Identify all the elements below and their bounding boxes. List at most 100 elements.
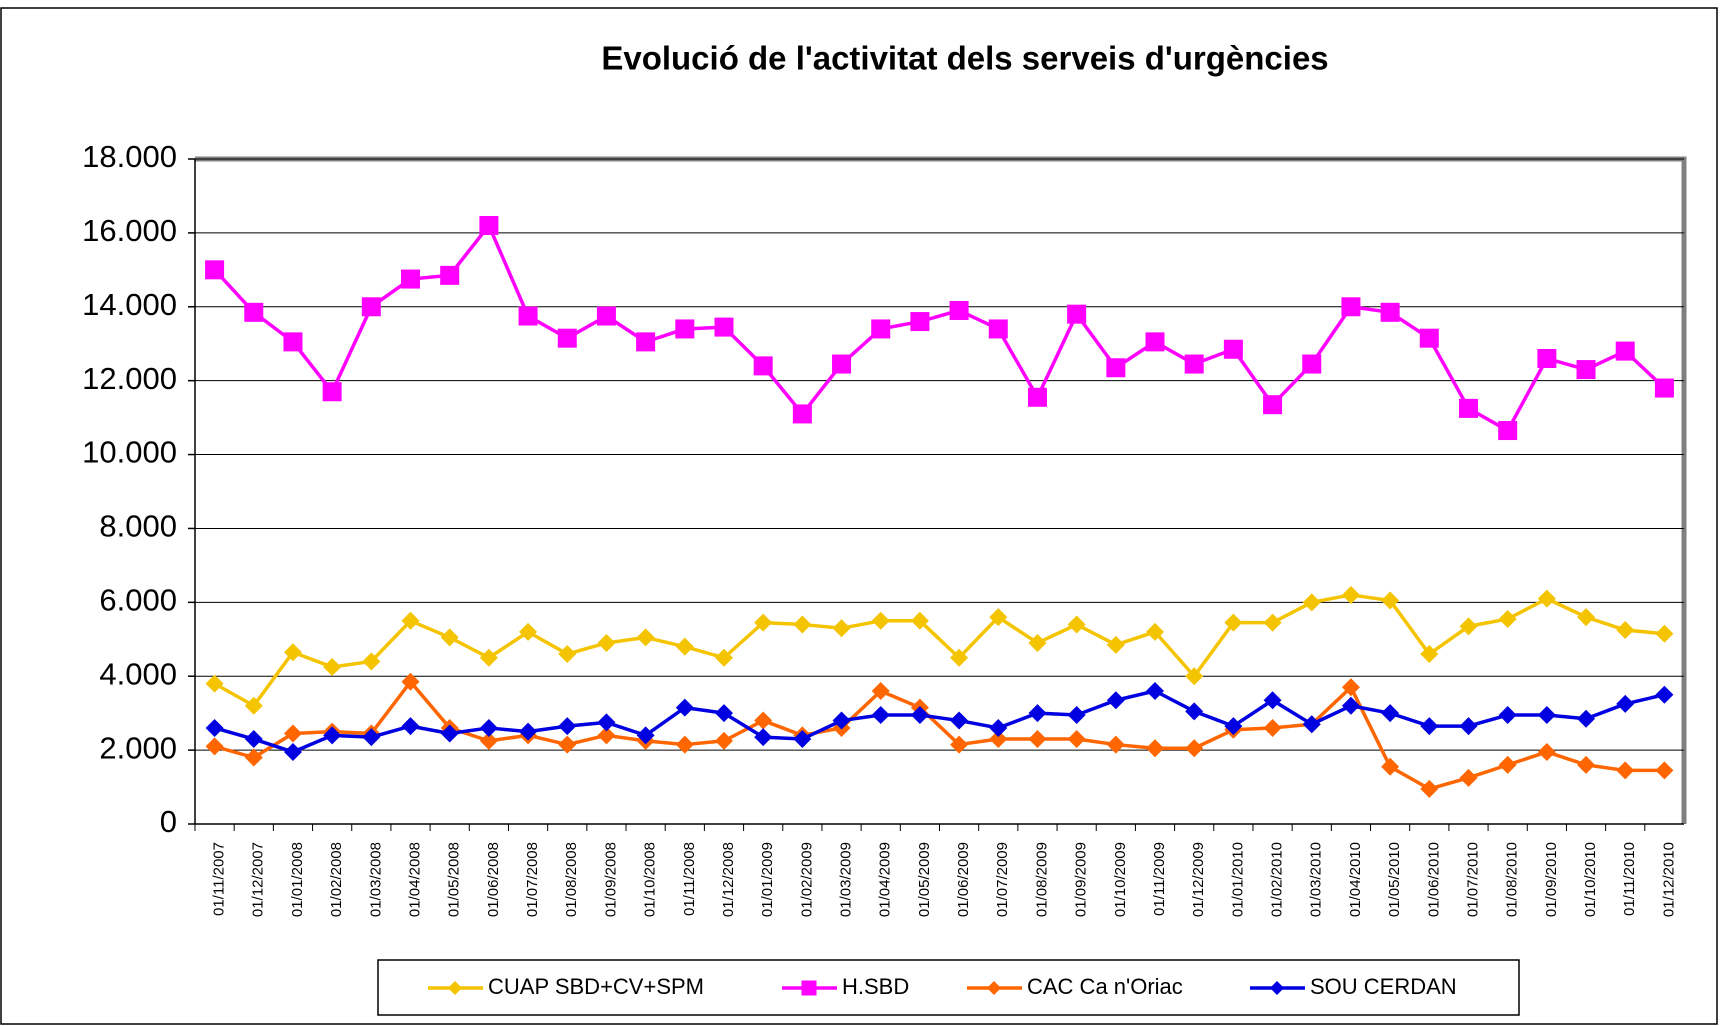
marker (1341, 297, 1361, 317)
marker (518, 306, 538, 326)
marker (401, 717, 420, 736)
marker (479, 216, 499, 235)
marker (557, 328, 577, 348)
y-tick-label: 8.000 (99, 509, 177, 544)
marker (1067, 304, 1087, 324)
x-tick-label: 01/07/2008 (524, 842, 541, 917)
marker (1067, 706, 1086, 725)
x-tick-label: 01/10/2010 (1582, 842, 1599, 917)
marker (871, 706, 890, 725)
marker (558, 717, 577, 736)
marker (283, 724, 302, 743)
marker (440, 724, 459, 743)
x-tick-label: 01/06/2008 (485, 842, 502, 917)
marker (1381, 704, 1400, 723)
marker (714, 648, 733, 667)
marker (1146, 622, 1165, 641)
marker (1616, 761, 1635, 780)
marker (792, 404, 812, 424)
marker (323, 657, 342, 676)
x-tick-label: 01/04/2008 (406, 842, 423, 917)
marker (1341, 678, 1360, 697)
marker (1420, 717, 1439, 736)
marker (675, 319, 695, 339)
marker (910, 312, 930, 332)
marker (801, 980, 817, 996)
y-tick-label: 12.000 (82, 361, 177, 396)
marker (714, 731, 733, 750)
marker (1106, 358, 1126, 378)
marker (636, 726, 655, 745)
marker (793, 730, 812, 749)
marker (1381, 757, 1400, 776)
y-tick-label: 18.000 (82, 139, 177, 174)
x-tick-label: 01/10/2009 (1112, 842, 1129, 917)
x-tick-label: 01/07/2010 (1464, 842, 1481, 917)
marker (1184, 354, 1204, 374)
marker (1537, 706, 1556, 725)
x-tick-label: 01/12/2010 (1660, 842, 1677, 917)
marker (205, 260, 225, 280)
marker (1380, 302, 1400, 322)
marker (448, 981, 462, 995)
legend-item: CUAP SBD+CV+SPM (428, 974, 704, 999)
marker (1302, 593, 1321, 612)
marker (1263, 718, 1282, 737)
marker (793, 615, 812, 634)
marker (1028, 704, 1047, 723)
marker (1067, 615, 1086, 634)
legend-label: SOU CERDAN (1310, 974, 1457, 999)
marker (675, 698, 694, 717)
x-tick-label: 01/08/2010 (1504, 842, 1521, 917)
marker (754, 613, 773, 632)
marker (1498, 421, 1518, 441)
marker (871, 611, 890, 630)
marker (479, 648, 498, 667)
marker (910, 611, 929, 630)
marker (636, 628, 655, 647)
x-tick-label: 01/11/2010 (1621, 842, 1638, 916)
x-tick-label: 01/11/2008 (681, 842, 698, 916)
marker (1263, 691, 1282, 710)
marker (1655, 761, 1674, 780)
marker (1146, 682, 1165, 700)
series-line (213, 593, 1665, 708)
marker (323, 726, 342, 745)
legend-item: H.SBD (782, 974, 909, 999)
x-tick-label: 01/01/2009 (759, 842, 776, 917)
marker (1341, 696, 1360, 715)
marker (1302, 715, 1321, 734)
marker (1270, 981, 1284, 995)
marker (675, 637, 694, 656)
x-tick-label: 01/04/2010 (1347, 842, 1364, 917)
marker (1419, 328, 1439, 348)
marker (1577, 709, 1596, 728)
marker (244, 302, 264, 322)
y-tick-label: 4.000 (99, 656, 177, 691)
marker (597, 713, 616, 732)
marker (205, 674, 224, 693)
marker (283, 643, 302, 662)
marker (205, 718, 224, 737)
marker (989, 730, 1008, 749)
marker (714, 317, 734, 337)
x-tick-label: 01/06/2009 (955, 842, 972, 917)
marker (1458, 398, 1478, 418)
marker (1577, 608, 1596, 627)
legend-item: SOU CERDAN (1250, 974, 1457, 999)
marker (1537, 589, 1556, 608)
x-tick-label: 01/11/2007 (211, 842, 228, 916)
marker (754, 728, 773, 747)
legend-item: CAC Ca n'Oriac (967, 974, 1183, 999)
x-tick-label: 01/08/2009 (1033, 842, 1050, 917)
marker (479, 718, 498, 737)
marker (989, 718, 1008, 737)
marker (205, 737, 224, 756)
marker (1263, 613, 1282, 632)
marker (1576, 360, 1596, 380)
marker (1146, 739, 1165, 758)
marker (1655, 624, 1674, 643)
marker (322, 382, 342, 402)
x-tick-label: 01/06/2010 (1425, 842, 1442, 917)
